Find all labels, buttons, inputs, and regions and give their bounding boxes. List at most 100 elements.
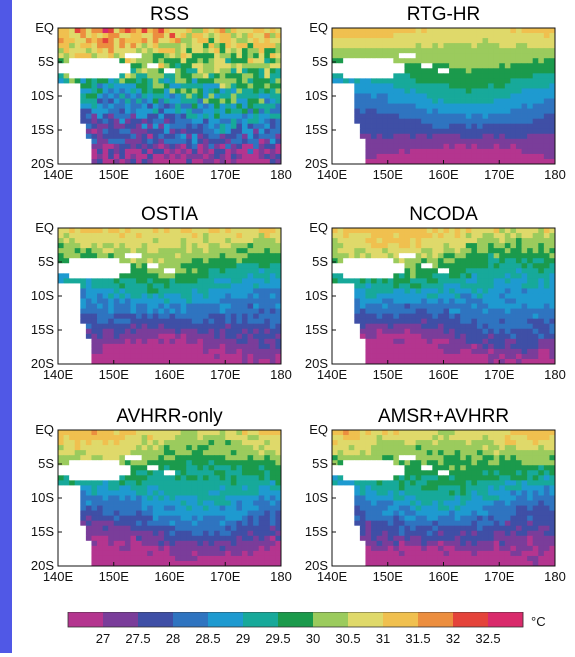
heatmap-cell <box>270 485 276 490</box>
heatmap-cell <box>371 63 377 68</box>
heatmap-cell <box>444 334 450 339</box>
heatmap-cell <box>377 48 383 53</box>
heatmap-cell <box>114 33 120 38</box>
heatmap-cell <box>483 268 489 273</box>
heatmap-cell <box>175 485 181 490</box>
heatmap-cell <box>460 48 466 53</box>
heatmap-cell <box>158 354 164 359</box>
heatmap-cell <box>354 263 360 268</box>
heatmap-cell <box>147 268 153 273</box>
heatmap-cell <box>494 43 500 48</box>
heatmap-cell <box>259 248 265 253</box>
heatmap-cell <box>499 248 505 253</box>
heatmap-cell <box>471 309 477 314</box>
heatmap-cell <box>125 450 131 455</box>
heatmap-cell <box>427 349 433 354</box>
heatmap-cell <box>421 68 427 73</box>
heatmap-cell <box>483 349 489 354</box>
heatmap-cell <box>399 154 405 159</box>
heatmap-cell <box>444 278 450 283</box>
heatmap-cell <box>483 43 489 48</box>
heatmap-cell <box>510 329 516 334</box>
heatmap-cell <box>438 109 444 114</box>
heatmap-cell <box>186 73 192 78</box>
heatmap-cell <box>158 339 164 344</box>
heatmap-cell <box>471 78 477 83</box>
heatmap-cell <box>483 334 489 339</box>
heatmap-cell <box>214 119 220 124</box>
heatmap-cell <box>544 104 550 109</box>
heatmap-cell <box>136 319 142 324</box>
heatmap-cell <box>533 233 539 238</box>
heatmap-cell <box>164 109 170 114</box>
heatmap-cell <box>522 354 528 359</box>
heatmap-cell <box>147 243 153 248</box>
heatmap-cell <box>125 109 131 114</box>
heatmap-cell <box>516 293 522 298</box>
heatmap-cell <box>404 334 410 339</box>
heatmap-cell <box>382 99 388 104</box>
heatmap-cell <box>349 109 355 114</box>
heatmap-cell <box>75 248 81 253</box>
heatmap-cell <box>544 319 550 324</box>
heatmap-cell <box>377 268 383 273</box>
heatmap-cell <box>377 134 383 139</box>
heatmap-cell <box>483 124 489 129</box>
heatmap-cell <box>69 88 75 93</box>
heatmap-cell <box>499 99 505 104</box>
heatmap-cell <box>175 154 181 159</box>
heatmap-cell <box>410 83 416 88</box>
heatmap-cell <box>203 309 209 314</box>
heatmap-cell <box>158 114 164 119</box>
heatmap-cell <box>510 83 516 88</box>
heatmap-cell <box>136 99 142 104</box>
heatmap-cell <box>343 104 349 109</box>
heatmap-cell <box>444 299 450 304</box>
heatmap-cell <box>170 144 176 149</box>
heatmap-cell <box>158 73 164 78</box>
heatmap-cell <box>270 233 276 238</box>
heatmap-cell <box>494 149 500 154</box>
heatmap-cell <box>242 78 248 83</box>
heatmap-cell <box>354 83 360 88</box>
heatmap-cell <box>175 480 181 485</box>
heatmap-cell <box>103 233 109 238</box>
heatmap-cell <box>527 233 533 238</box>
heatmap-cell <box>153 243 159 248</box>
heatmap-cell <box>354 78 360 83</box>
heatmap-cell <box>142 278 148 283</box>
heatmap-cell <box>253 43 259 48</box>
heatmap-cell <box>365 68 371 73</box>
heatmap-cell <box>214 319 220 324</box>
heatmap-cell <box>164 263 170 268</box>
heatmap-cell <box>399 334 405 339</box>
heatmap-cell <box>91 53 97 58</box>
heatmap-cell <box>114 445 120 450</box>
heatmap-cell <box>360 288 366 293</box>
heatmap-cell <box>209 248 215 253</box>
heatmap-cell <box>197 465 203 470</box>
heatmap-cell <box>264 455 270 460</box>
heatmap-cell <box>142 83 148 88</box>
heatmap-cell <box>360 93 366 98</box>
heatmap-cell <box>360 83 366 88</box>
heatmap-cell <box>58 268 64 273</box>
heatmap-cell <box>58 109 64 114</box>
heatmap-cell <box>343 233 349 238</box>
heatmap-cell <box>404 243 410 248</box>
heatmap-cell <box>416 48 422 53</box>
heatmap-cell <box>231 485 237 490</box>
heatmap-cell <box>466 293 472 298</box>
heatmap-cell <box>69 349 75 354</box>
heatmap-cell <box>460 319 466 324</box>
heatmap-cell <box>136 273 142 278</box>
heatmap-cell <box>248 233 254 238</box>
heatmap-cell <box>360 99 366 104</box>
heatmap-cell <box>220 149 226 154</box>
heatmap-cell <box>471 339 477 344</box>
heatmap-cell <box>91 485 97 490</box>
heatmap-cell <box>214 450 220 455</box>
heatmap-cell <box>488 243 494 248</box>
heatmap-cell <box>471 278 477 283</box>
heatmap-cell <box>382 344 388 349</box>
